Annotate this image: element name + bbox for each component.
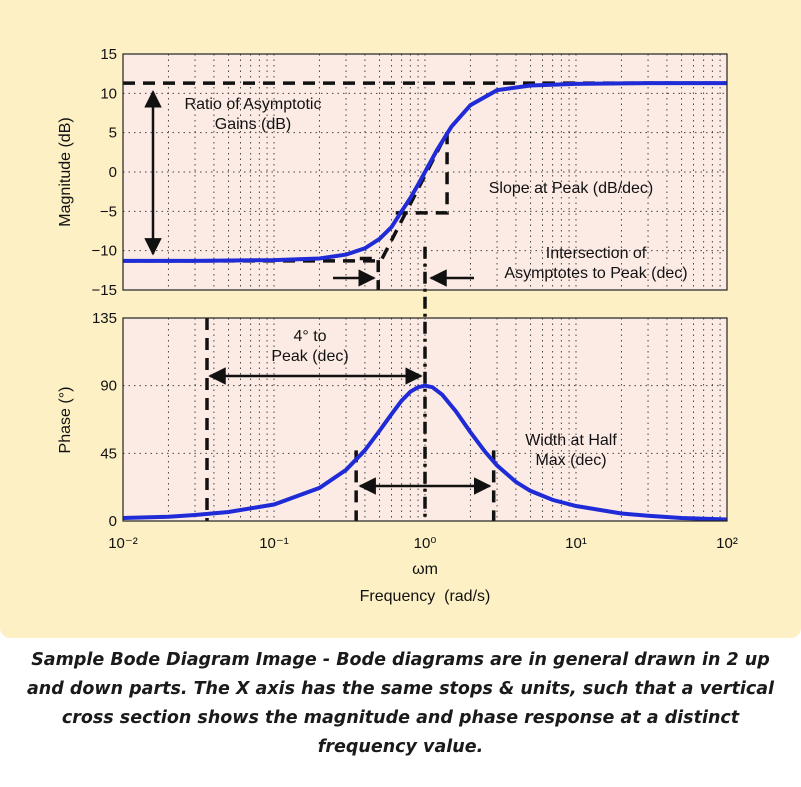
x-tick-label: 10¹	[565, 535, 587, 552]
y-tick-label: 5	[109, 125, 117, 142]
frequency-axis-label: Frequency (rad/s)	[360, 588, 491, 605]
x-tick-label: 10⁻²	[108, 535, 138, 552]
y-tick-label: 135	[92, 310, 117, 327]
phase-curve	[122, 383, 728, 522]
magnitude-frame	[122, 53, 728, 291]
width-annotation: Width at Half Max (dec)	[525, 432, 617, 469]
annotation-arrows	[144, 90, 492, 495]
phase-ylabel: Phase (°)	[57, 387, 74, 454]
phase-grid	[123, 318, 727, 521]
y-tick-label: 15	[100, 46, 117, 63]
x-tick-labels: 10⁻² 10⁻¹ 10⁰ 10¹ 10²	[108, 535, 738, 552]
y-tick-label: 0	[109, 513, 117, 530]
slope-triangle	[395, 132, 449, 215]
phase-frame	[122, 317, 728, 522]
y-tick-label: 90	[100, 378, 117, 395]
magnitude-ylabel: Magnitude (dB)	[57, 117, 74, 226]
phase-y-tick-labels: 135 90 45 0	[92, 310, 117, 530]
slope-annotation: Slope at Peak (dB/dec)	[489, 180, 654, 197]
y-tick-label: −5	[100, 203, 117, 220]
y-tick-label: 45	[100, 445, 117, 462]
y-tick-label: −10	[92, 243, 117, 260]
omega-m-label: ωm	[412, 561, 438, 578]
figure-panel: 15 10 5 0 −5 −10 −15 135 90 45 0 10⁻² 10⁻¹ 10⁰ 10¹ 10…	[0, 0, 801, 638]
x-tick-label: 10⁰	[414, 535, 437, 552]
intersection-marker	[359, 256, 380, 290]
magnitude-y-tick-labels: 15 10 5 0 −5 −10 −15	[92, 46, 117, 299]
annotations: Ratio of Asymptotic Gains (dB) Slope at Pe…	[185, 96, 688, 469]
y-tick-label: 10	[100, 85, 117, 102]
figure-caption: Sample Bode Diagram Image - Bode diagram…	[26, 650, 775, 757]
slope-asymptote	[380, 131, 449, 260]
magnitude-grid	[123, 54, 727, 290]
to-peak-annotation: 4° to Peak (dec)	[271, 328, 348, 365]
ratio-annotation: Ratio of Asymptotic Gains (dB)	[185, 96, 322, 133]
x-tick-label: 10²	[716, 535, 738, 552]
x-tick-label: 10⁻¹	[259, 535, 289, 552]
y-tick-label: 0	[109, 164, 117, 181]
intersection-annotation: Intersection of Asymptotes to Peak (dec)	[504, 245, 687, 282]
y-tick-label: −15	[92, 282, 117, 299]
magnitude-curve	[123, 81, 727, 263]
